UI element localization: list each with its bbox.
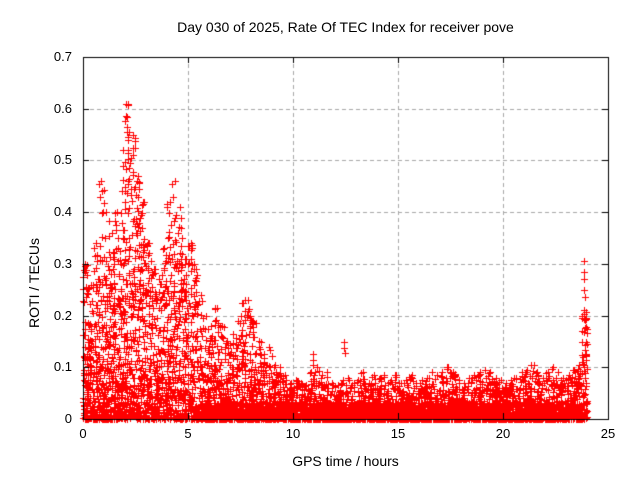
y-tick-label: 0.1 xyxy=(53,359,72,374)
y-tick-label: 0.6 xyxy=(53,101,72,116)
y-tick-label: 0.5 xyxy=(53,152,72,167)
chart-title: Day 030 of 2025, Rate Of TEC Index for r… xyxy=(177,19,514,35)
x-tick-label: 20 xyxy=(495,426,511,441)
y-tick-label: 0.7 xyxy=(53,49,72,64)
x-tick-label: 10 xyxy=(285,426,301,441)
y-tick-label: 0.3 xyxy=(53,256,72,271)
y-tick-label: 0.2 xyxy=(53,308,72,323)
y-tick-label: 0 xyxy=(64,411,72,426)
x-tick-label: 5 xyxy=(184,426,192,441)
y-tick-label: 0.4 xyxy=(53,204,72,219)
x-tick-label: 0 xyxy=(79,426,87,441)
x-tick-label: 15 xyxy=(390,426,406,441)
x-tick-label: 25 xyxy=(600,426,616,441)
x-axis-label: GPS time / hours xyxy=(292,453,399,469)
